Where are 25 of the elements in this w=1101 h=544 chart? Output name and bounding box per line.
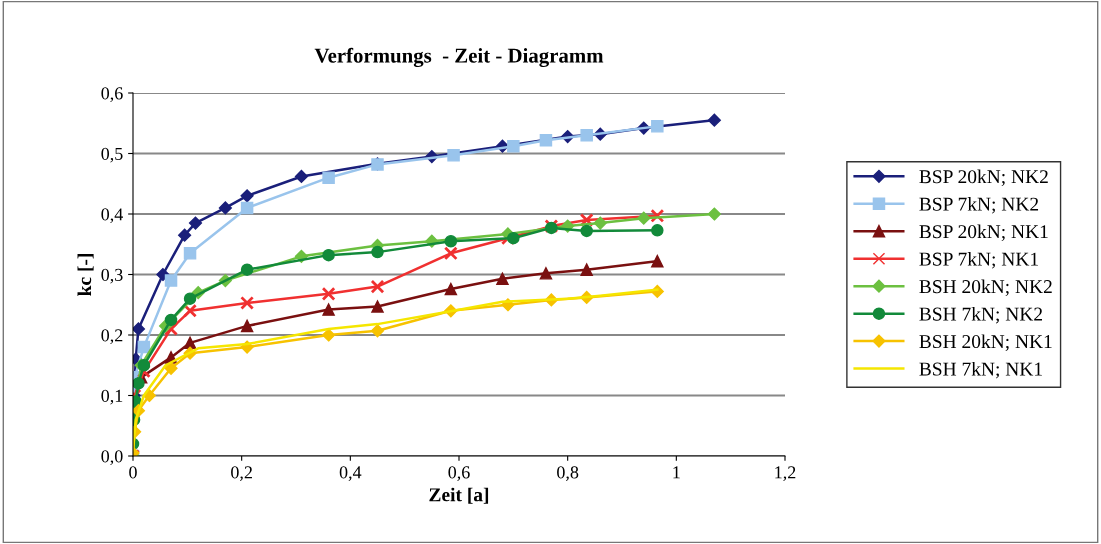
legend-label: BSP 20kN; NK1 — [919, 224, 1048, 242]
legend-label: BSP 20kN; NK2 — [919, 169, 1048, 187]
legend-label: BSH 7kN; NK1 — [919, 361, 1042, 379]
legend-label: BSH 7kN; NK2 — [919, 306, 1042, 324]
y-tick-label: 0,1 — [101, 389, 123, 405]
y-tick-label: 0,6 — [101, 87, 123, 103]
legend-label: BSH 20kN; NK1 — [919, 334, 1052, 351]
x-tick-label: 0 — [129, 466, 137, 479]
x-tick-label: 0,6 — [448, 466, 470, 482]
y-tick-label: 0,0 — [101, 450, 123, 466]
y-tick-label: 0,5 — [101, 147, 123, 163]
y-tick-label: 0,3 — [101, 268, 123, 284]
chart-title: Verformungs - Zeit - Diagramm — [314, 47, 604, 68]
y-tick-label: 0,4 — [101, 208, 123, 224]
x-axis-title: Zeit [a] — [429, 487, 489, 504]
y-tick-label: 0,2 — [101, 329, 123, 345]
legend-label: BSH 20kN; NK2 — [919, 279, 1052, 296]
legend-label: BSP 7kN; NK1 — [919, 252, 1038, 269]
x-tick-label: 0,2 — [231, 466, 252, 482]
x-tick-label: 1,2 — [775, 466, 796, 482]
x-tick-label: 1 — [673, 466, 680, 479]
x-tick-label: 0,8 — [557, 466, 579, 482]
x-tick-label: 0,4 — [339, 466, 362, 482]
legend-label: BSP 7kN; NK2 — [919, 197, 1039, 214]
y-axis-title: kc [-] — [77, 254, 94, 296]
